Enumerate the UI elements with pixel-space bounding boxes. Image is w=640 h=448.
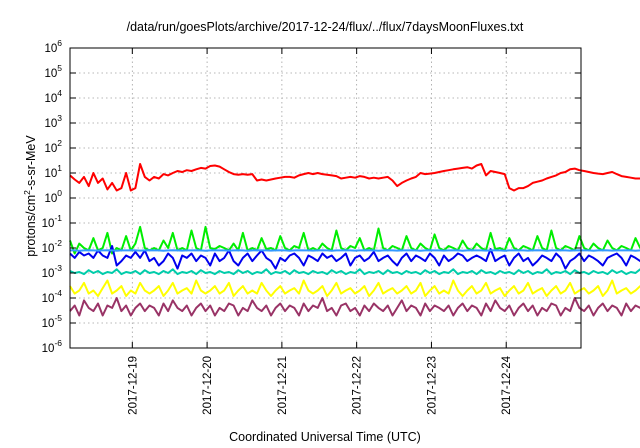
series-line-1 bbox=[69, 163, 640, 192]
x-tick-label: 2017-12-22 bbox=[352, 356, 364, 415]
y-tick-label: 10-5 bbox=[42, 313, 63, 330]
series-line-4 bbox=[70, 249, 640, 252]
series-line-5 bbox=[69, 268, 640, 276]
axes bbox=[69, 47, 582, 349]
series-line-3 bbox=[69, 245, 640, 270]
series-lines bbox=[69, 163, 640, 317]
series-line-7 bbox=[69, 297, 640, 317]
y-axis-title: protons/cm2-s-sr-MeV bbox=[22, 135, 38, 257]
grid-lines bbox=[70, 48, 581, 348]
plot-frame bbox=[69, 47, 582, 349]
y-tick-label: 10-1 bbox=[42, 213, 63, 230]
y-tick-label: 104 bbox=[44, 88, 62, 105]
y-tick-label: 102 bbox=[44, 138, 62, 155]
y-tick-label: 10-6 bbox=[42, 338, 63, 355]
series-line-2 bbox=[69, 225, 640, 255]
y-tick-label: 10-3 bbox=[42, 263, 63, 280]
x-axis-title: Coordinated Universal Time (UTC) bbox=[229, 430, 421, 444]
x-tick-label: 2017-12-21 bbox=[277, 356, 289, 415]
x-tick-label: 2017-12-19 bbox=[127, 356, 139, 415]
y-tick-label: 100 bbox=[44, 188, 62, 205]
y-tick-labels: 10-6 10-5 10-4 10-3 10-2 10-1 100 101 102 103 104 1… bbox=[42, 38, 63, 355]
x-tick-label: 2017-12-24 bbox=[501, 355, 513, 414]
chart-title: /data/run/goesPlots/archive/2017-12-24/f… bbox=[127, 20, 524, 34]
series-line-6 bbox=[69, 279, 640, 297]
y-tick-label: 103 bbox=[44, 113, 62, 130]
x-tick-labels: 2017-12-19 2017-12-20 2017-12-21 2017-12-22… bbox=[127, 355, 513, 414]
x-tick-label: 2017-12-20 bbox=[202, 356, 214, 415]
y-tick-label: 10-2 bbox=[42, 238, 63, 255]
x-tick-label: 2017-12-23 bbox=[426, 356, 438, 415]
y-tick-label: 10-4 bbox=[42, 288, 63, 305]
y-tick-label: 105 bbox=[44, 63, 62, 80]
y-tick-label: 106 bbox=[44, 38, 62, 55]
y-tick-label: 101 bbox=[44, 163, 62, 180]
